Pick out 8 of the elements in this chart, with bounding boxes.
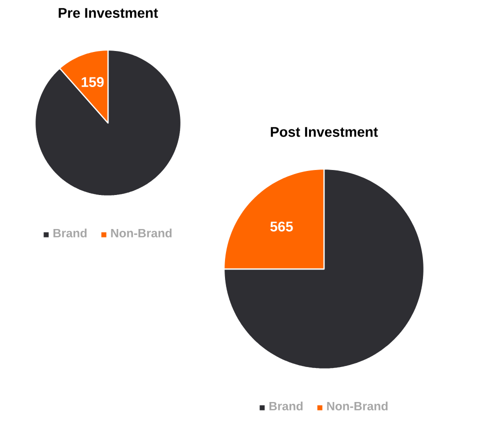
chart-title: Pre Investment bbox=[58, 8, 158, 18]
legend-label: Brand bbox=[53, 228, 87, 238]
chart-title: Post Investment bbox=[270, 127, 378, 137]
legend-label: Non-Brand bbox=[111, 228, 172, 238]
data-label: 159 bbox=[82, 77, 104, 87]
data-label: 565 bbox=[270, 222, 293, 232]
legend-label: Brand bbox=[269, 402, 303, 410]
legend-label: Non-Brand bbox=[327, 402, 388, 410]
